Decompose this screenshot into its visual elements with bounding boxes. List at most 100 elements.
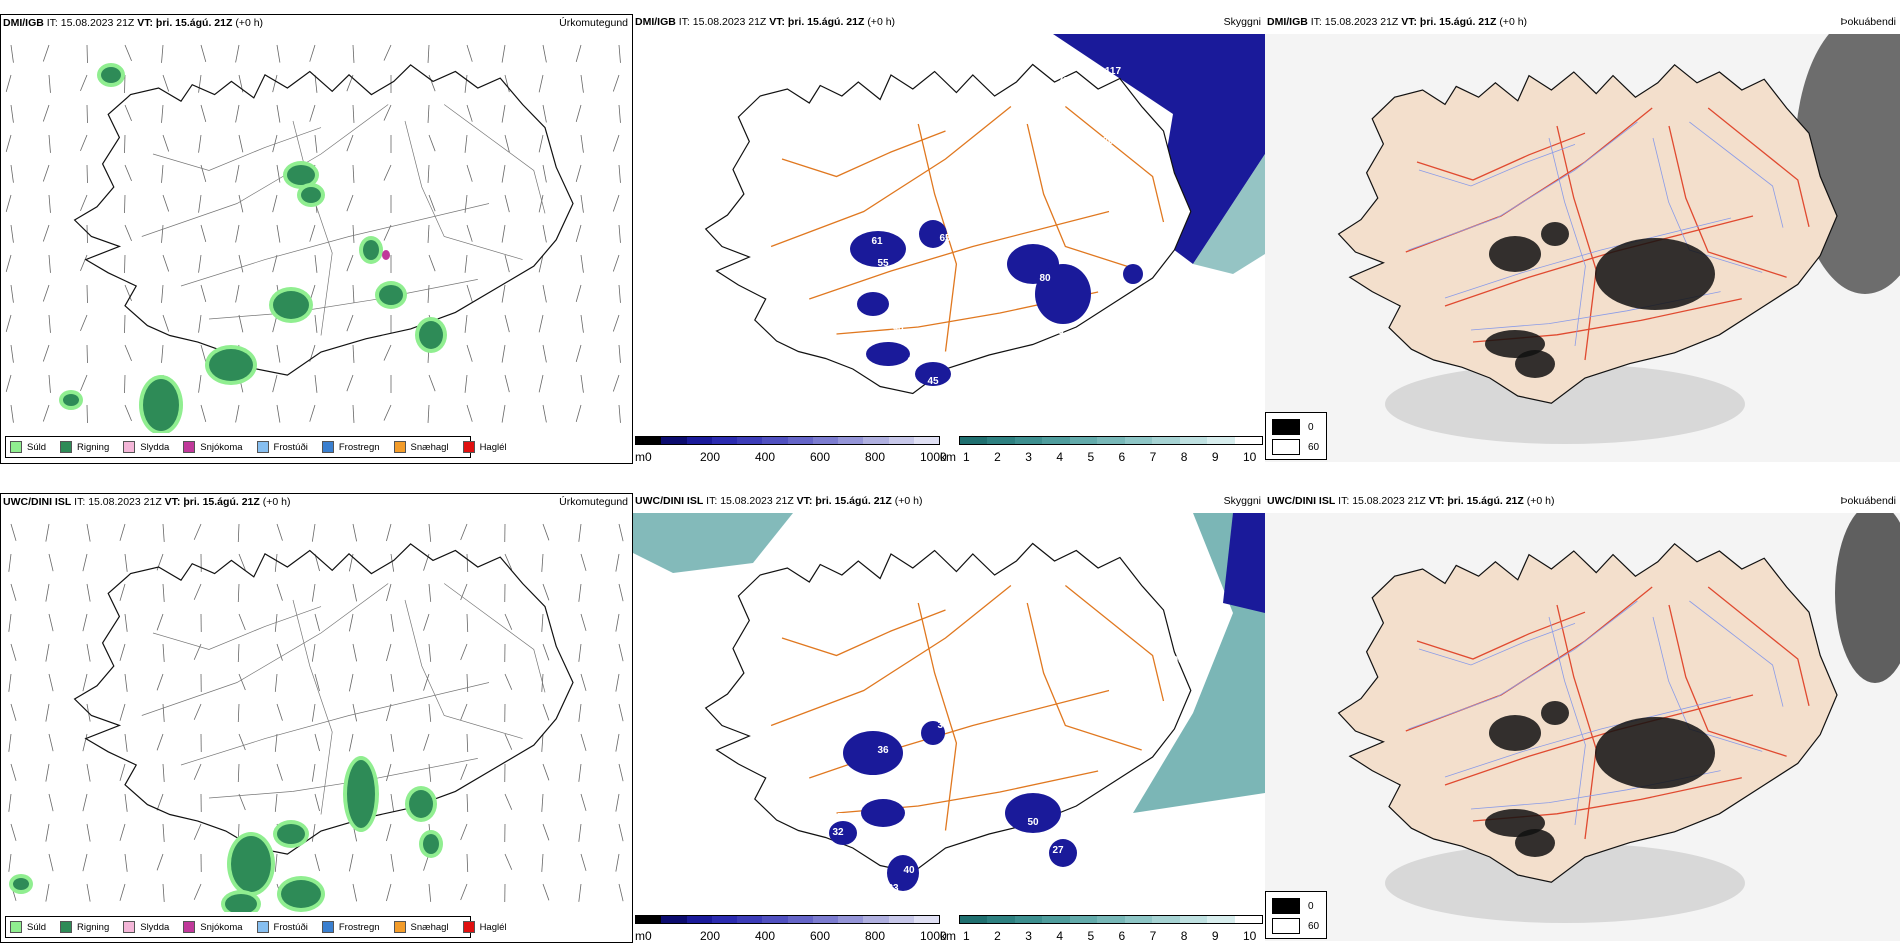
cloud-base-value: 65 xyxy=(939,233,951,244)
wind-barb xyxy=(80,75,87,91)
wind-barb xyxy=(613,135,619,151)
wind-barb xyxy=(424,734,429,751)
wind-barb xyxy=(391,794,394,812)
wind-barb xyxy=(194,524,201,540)
fog-dense-area xyxy=(1515,829,1555,857)
colorbar-tick-label: 9 xyxy=(1212,450,1219,464)
wind-barb xyxy=(43,285,49,301)
it-value: 15.08.2023 21Z xyxy=(720,495,794,507)
wind-barb xyxy=(619,764,623,781)
wind-barb xyxy=(199,255,201,273)
fog-legend-label: 60 xyxy=(1308,442,1319,453)
wind-barb xyxy=(353,524,357,541)
wind-barb xyxy=(581,794,586,811)
cloud-base-value: 35 xyxy=(917,881,929,892)
wind-barb xyxy=(273,195,277,212)
wind-barb xyxy=(163,704,164,722)
wind-barb xyxy=(277,405,280,423)
wind-barb xyxy=(238,584,239,602)
wind-barb xyxy=(11,644,16,661)
wind-barb xyxy=(424,614,429,631)
cloud-base-value: 92 xyxy=(1127,545,1139,556)
fog-legend-row: 0 xyxy=(1272,898,1314,914)
wind-barb xyxy=(502,105,505,123)
wind-barb xyxy=(157,734,163,750)
it-label: IT: xyxy=(679,16,690,28)
wind-barb xyxy=(162,105,163,123)
wind-barb xyxy=(49,674,53,691)
vt-label: VT: þri. 15.ágú. 21Z xyxy=(1401,16,1496,28)
wind-barb xyxy=(6,75,11,92)
precip-rain-area xyxy=(13,878,29,890)
it-label: IT: xyxy=(74,496,85,508)
legend-label: Rigning xyxy=(77,922,109,933)
wind-barb xyxy=(310,405,315,422)
wind-barb xyxy=(11,704,16,721)
wind-barb xyxy=(429,375,435,391)
wind-barb xyxy=(49,315,50,333)
precip-rain-area xyxy=(419,321,443,349)
wind-barb xyxy=(386,524,391,541)
low-cloud-area xyxy=(843,731,903,775)
product-title: Þokuábendi xyxy=(1841,495,1896,507)
legend-item: Haglél xyxy=(463,441,507,453)
precip-map[interactable] xyxy=(1,514,632,912)
cloud-visibility-map[interactable]: 5879117139110818480636255598065556172801… xyxy=(633,34,1265,434)
cloud-base-value: 50 xyxy=(1027,817,1039,828)
wind-barb xyxy=(273,75,277,92)
wind-barb xyxy=(162,45,163,63)
legend-label: Súld xyxy=(27,922,46,933)
wind-barb xyxy=(391,854,394,872)
wind-barb xyxy=(201,225,206,242)
wind-barb xyxy=(236,225,239,242)
wind-barb xyxy=(315,255,317,273)
wind-barb xyxy=(467,345,472,362)
wind-barb xyxy=(353,704,357,721)
colorbar-tick-label: 4 xyxy=(1056,450,1063,464)
wind-barb xyxy=(576,45,581,62)
cloud-base-value: 117 xyxy=(1105,66,1122,77)
wind-barb xyxy=(619,45,620,63)
wind-barb xyxy=(11,584,16,601)
wind-barb xyxy=(502,45,505,63)
wind-barb xyxy=(613,75,619,91)
wind-barb xyxy=(194,704,201,720)
precip-rain-area xyxy=(423,834,439,854)
wind-barb xyxy=(277,105,280,123)
it-label: IT: xyxy=(47,17,58,29)
wind-barb xyxy=(467,614,468,632)
wind-barb xyxy=(576,285,581,302)
wind-barb xyxy=(120,644,125,661)
wind-barb xyxy=(163,824,164,842)
wind-barb xyxy=(201,285,206,302)
precip-rain-area xyxy=(363,240,379,260)
precip-rain-area xyxy=(379,285,403,305)
wind-barb xyxy=(312,764,315,782)
wind-barb xyxy=(461,764,467,780)
fog-map[interactable] xyxy=(1265,34,1900,462)
wind-barb xyxy=(236,45,239,62)
wind-barb xyxy=(581,75,583,93)
precip-rain-area xyxy=(273,291,309,319)
model-name: UWC/DINI ISL xyxy=(3,496,71,508)
wind-barb xyxy=(194,884,201,900)
fog-map[interactable] xyxy=(1265,513,1900,941)
cloud-base-value: 45 xyxy=(897,376,909,387)
wind-barb xyxy=(391,614,394,632)
wind-barb xyxy=(11,345,13,363)
legend-label: Frostregn xyxy=(339,922,380,933)
precip-rain-area xyxy=(101,67,121,83)
wind-barb xyxy=(239,794,245,810)
wind-barb xyxy=(461,524,467,540)
colorbar-tick-label: 4 xyxy=(1056,929,1063,943)
wind-barb xyxy=(80,255,87,271)
coastline xyxy=(706,544,1191,873)
road-line xyxy=(293,600,332,815)
legend-swatch xyxy=(322,921,334,933)
legend-swatch xyxy=(394,441,406,453)
wind-barb xyxy=(43,45,49,61)
precip-map[interactable] xyxy=(1,35,632,433)
wind-barb xyxy=(613,195,619,211)
